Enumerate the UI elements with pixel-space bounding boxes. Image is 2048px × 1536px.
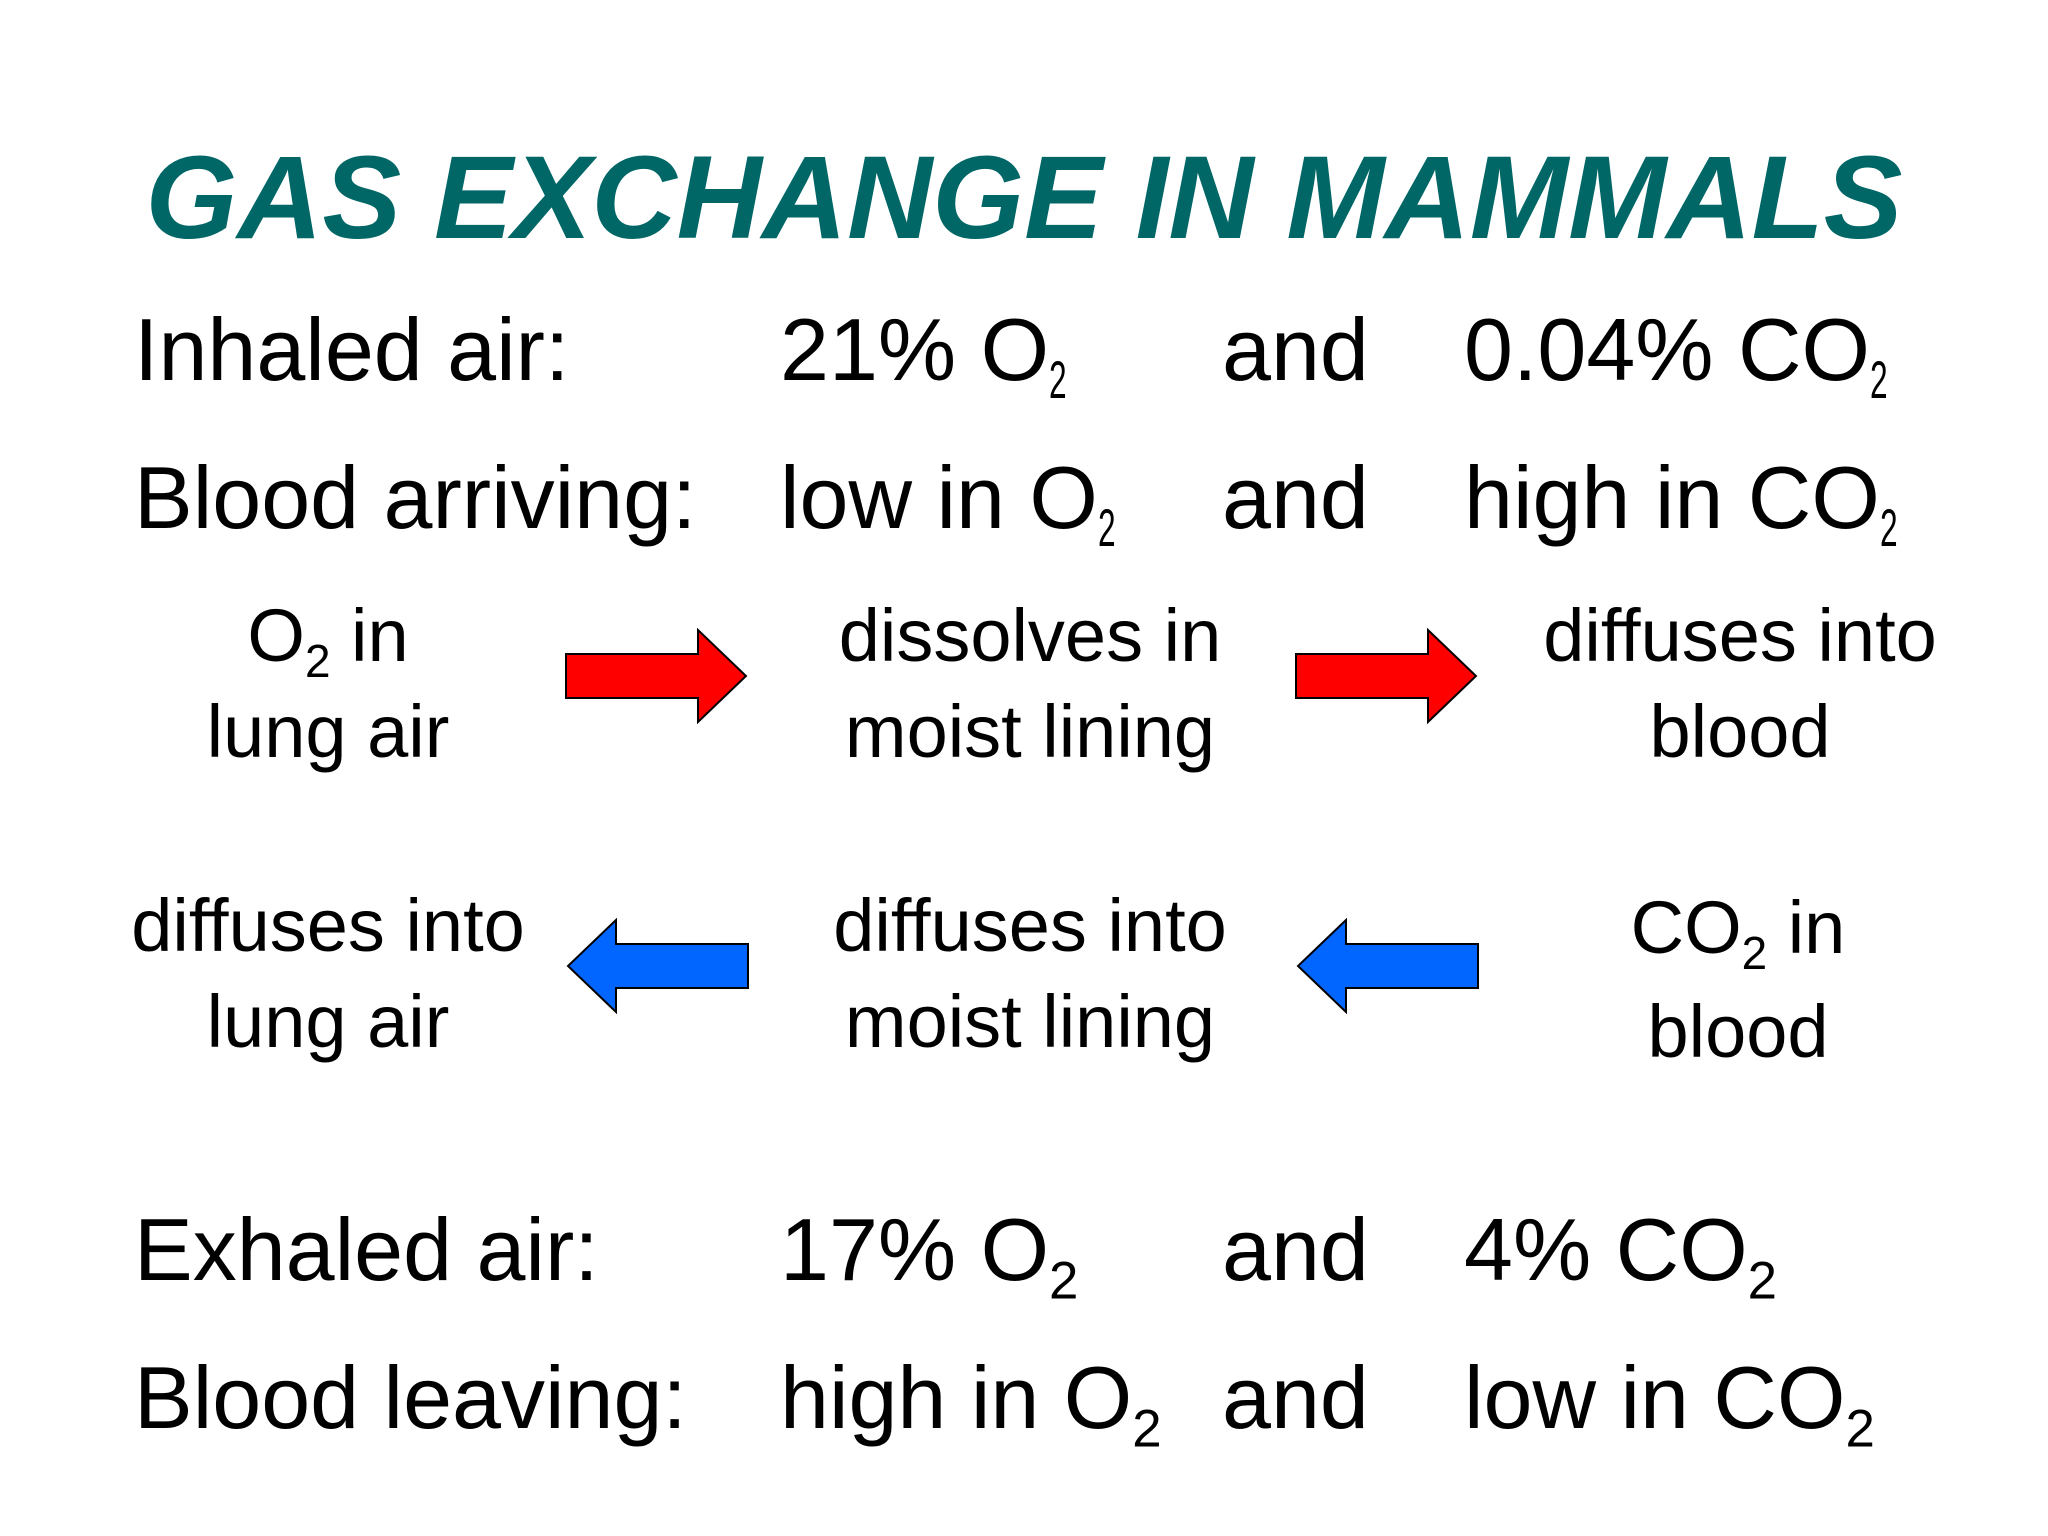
dissolves-in-line1: dissolves in <box>838 594 1222 677</box>
exhaled-air-label: Exhaled air: <box>134 1200 599 1299</box>
blood-arriving-and: and <box>1222 448 1369 547</box>
co2-in-blood: CO2 in blood <box>1548 880 1928 1080</box>
o2-formula-subscript: 2 <box>304 635 331 688</box>
blood-leaving-co2-subscript: 2 <box>1845 1399 1875 1459</box>
diffuses-into-moist-lining: diffuses into moist lining <box>810 878 1250 1070</box>
diffuses-into-blood: diffuses into blood <box>1520 588 1960 780</box>
diffuses-into-lung-air: diffuses into lung air <box>108 878 548 1070</box>
exhaled-air-o2-subscript: 2 <box>1049 1251 1079 1311</box>
blood-arriving-co2: high in CO2 <box>1464 448 1898 559</box>
inhaled-air-and: and <box>1222 300 1369 399</box>
left-arrow-icon-svg <box>1296 918 1479 1014</box>
exhaled-air-and: and <box>1222 1200 1369 1299</box>
inhaled-air-label: Inhaled air: <box>134 300 570 399</box>
co2-in-blood-line1: CO2 in <box>1548 880 1928 976</box>
exhaled-air-co2-text: 4% CO <box>1464 1200 1748 1299</box>
blood-leaving-co2: low in CO2 <box>1464 1348 1875 1455</box>
co2-formula-subscript: 2 <box>1741 927 1768 980</box>
co2-in-blood-line2: blood <box>1647 990 1829 1073</box>
right-arrow-icon <box>564 628 750 724</box>
exhaled-air-o2-text: 17% O <box>780 1200 1050 1299</box>
exhaled-air-co2: 4% CO2 <box>1464 1200 1777 1307</box>
exhaled-air-o2: 17% O2 <box>780 1200 1078 1307</box>
blood-arriving-o2: low in O2 <box>780 448 1116 559</box>
diffuses-into-blood-line2: blood <box>1649 690 1831 773</box>
inhaled-air-co2: 0.04% CO2 <box>1464 300 1888 411</box>
inhaled-air-o2: 21% O2 <box>780 300 1067 411</box>
blood-leaving-o2-text: high in O <box>780 1348 1133 1447</box>
inhaled-air-o2-text: 21% O <box>780 300 1050 399</box>
blood-arriving-co2-text: high in CO <box>1464 448 1880 547</box>
right-arrow-icon-svg <box>1295 628 1478 724</box>
diffuses-into-blood-line1: diffuses into <box>1543 594 1937 677</box>
slide-title: GAS EXCHANGE IN MAMMALS <box>145 132 1903 264</box>
o2-formula-text: O <box>247 594 305 677</box>
o2-in-text: in <box>330 594 409 677</box>
diffuses-into-lung-air-line1: diffuses into <box>131 884 525 967</box>
blood-arriving-label: Blood arriving: <box>134 448 697 547</box>
o2-in-lung-air: O2 in lung air <box>150 588 506 780</box>
left-arrow-icon-svg <box>566 918 749 1014</box>
blood-leaving-co2-text: low in CO <box>1464 1348 1846 1447</box>
blood-arriving-o2-text: low in O <box>780 448 1098 547</box>
blood-leaving-o2: high in O2 <box>780 1348 1162 1455</box>
blood-leaving-and: and <box>1222 1348 1369 1447</box>
dissolves-in-line2: moist lining <box>844 690 1216 773</box>
left-arrow-icon <box>564 918 750 1014</box>
blood-leaving-o2-subscript: 2 <box>1132 1399 1162 1459</box>
o2-in-lung-air-line2: lung air <box>206 690 450 773</box>
co2-formula-text: CO <box>1630 886 1742 969</box>
diffuses-into-moist-lining-line1: diffuses into <box>833 884 1227 967</box>
dissolves-in-moist-lining: dissolves in moist lining <box>810 588 1250 780</box>
blood-leaving-label: Blood leaving: <box>134 1348 687 1447</box>
right-arrow-icon-svg <box>565 628 748 724</box>
diffuses-into-moist-lining-line2: moist lining <box>844 980 1216 1063</box>
o2-in-lung-air-line1: O2 in <box>150 588 506 684</box>
diffuses-into-lung-air-line2: lung air <box>206 980 450 1063</box>
exhaled-air-co2-subscript: 2 <box>1747 1251 1778 1311</box>
right-arrow-icon <box>1294 628 1480 724</box>
co2-in-text: in <box>1767 886 1846 969</box>
left-arrow-icon <box>1294 918 1480 1014</box>
inhaled-air-co2-text: 0.04% CO <box>1464 300 1870 399</box>
